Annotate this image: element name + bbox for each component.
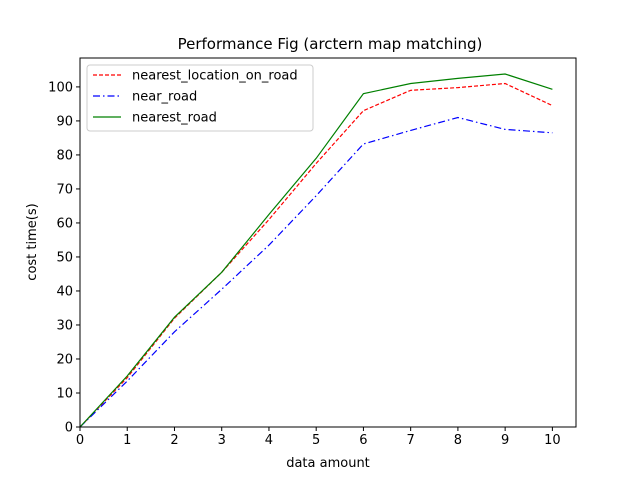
x-axis-label: data amount [286,456,370,471]
chart-title: Performance Fig (arctern map matching) [178,35,483,53]
y-tick-label: 0 [65,421,73,436]
y-axis-label: cost time(s) [25,203,40,280]
x-tick-label: 5 [312,433,320,448]
y-tick-label: 60 [56,216,73,231]
plot-frame [79,57,577,428]
y-tick-label: 30 [56,318,73,333]
legend: nearest_location_on_road near_roadnearest… [86,64,314,132]
x-tick-label: 1 [123,433,131,448]
legend-box [86,64,314,132]
series-line-nearest-location-on-road [79,82,553,428]
x-tick-label: 3 [218,433,226,448]
x-tick-label: 10 [544,433,561,448]
legend-label: near_road [132,90,197,105]
x-tick-label: 2 [170,433,178,448]
x-tick-label: 4 [265,433,273,448]
y-tick-label: 40 [56,284,73,299]
y-axis-ticks: 0 10 20 30 40 50 60 70 80 90 100 [48,80,80,436]
y-tick-label: 90 [56,114,73,129]
legend-label: nearest_location_on_road [132,69,298,84]
x-tick-label: 7 [407,433,415,448]
x-tick-label: 0 [76,433,84,448]
x-tick-label: 9 [501,433,509,448]
x-tick-label: 8 [454,433,462,448]
y-tick-label: 70 [56,182,73,197]
legend-label: nearest_road [132,111,217,126]
y-tick-label: 20 [56,352,73,367]
x-tick-label: 6 [359,433,367,448]
y-tick-label: 10 [56,386,73,401]
series-line-nearest-road [79,73,553,428]
y-tick-label: 50 [56,250,73,265]
x-axis-ticks: 0 1 2 3 4 5 6 7 8 9 10 [76,427,561,448]
plot-lines [79,73,553,428]
y-tick-label: 100 [48,80,73,95]
y-tick-label: 80 [56,148,73,163]
